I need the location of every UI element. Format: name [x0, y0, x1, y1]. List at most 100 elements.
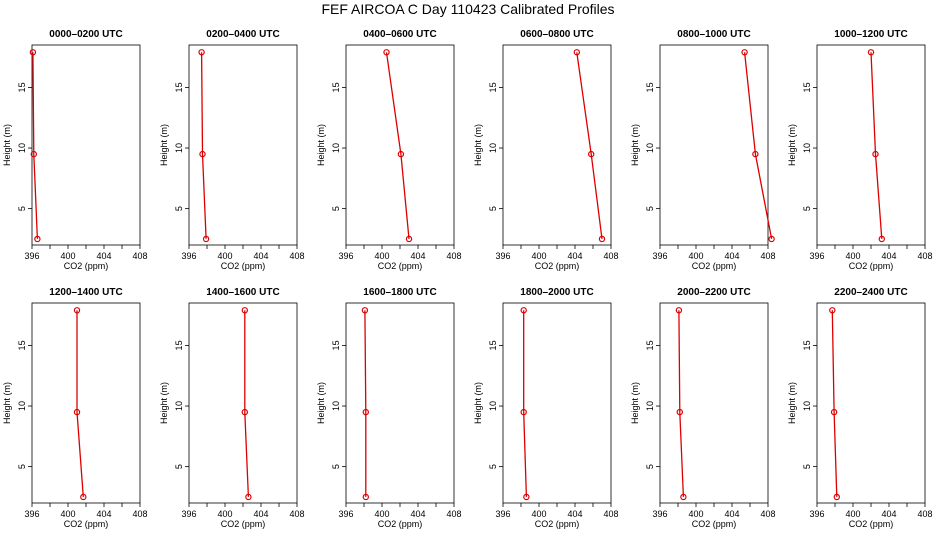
profile-line	[870, 52, 883, 239]
panel-title: 0000–0200 UTC	[49, 29, 122, 40]
profile-line	[523, 310, 528, 497]
x-tick-label: 396	[24, 251, 39, 261]
panel-title: 1400–1600 UTC	[206, 287, 279, 298]
x-tick-label: 396	[338, 251, 353, 261]
data-point	[872, 150, 879, 158]
plot-frame	[659, 44, 769, 246]
x-axis-label: CO2 (ppm)	[535, 519, 580, 529]
x-tick-label: 408	[603, 509, 618, 519]
x-tick-label: 408	[289, 251, 304, 261]
data-point	[198, 49, 205, 56]
x-tick-label: 408	[760, 251, 775, 261]
x-tick-label: 396	[495, 509, 510, 519]
panel-title: 1800–2000 UTC	[520, 287, 593, 298]
data-point	[34, 235, 41, 243]
y-axis-label: Height (m)	[2, 124, 12, 166]
x-axis-label: CO2 (ppm)	[221, 261, 266, 271]
y-tick-label: 10	[802, 143, 812, 153]
x-tick-label: 400	[60, 251, 75, 261]
data-point	[241, 408, 248, 416]
data-point	[245, 493, 252, 501]
x-tick-label: 396	[809, 251, 824, 261]
y-tick-label: 10	[331, 143, 341, 153]
plot-frame	[659, 302, 769, 504]
profile-line	[200, 52, 207, 239]
data-point	[830, 408, 838, 416]
plot-frame	[345, 302, 455, 504]
y-tick-label: 10	[331, 401, 341, 411]
x-tick-label: 400	[60, 509, 75, 519]
x-tick-label: 400	[374, 251, 389, 261]
panel-title: 0800–1000 UTC	[677, 29, 750, 40]
y-tick-label: 10	[17, 401, 27, 411]
x-tick-label: 400	[374, 509, 389, 519]
x-tick-label: 404	[567, 509, 582, 519]
y-tick-label: 15	[17, 340, 27, 350]
x-tick-label: 396	[24, 509, 39, 519]
data-point	[676, 408, 684, 416]
y-tick-label: 15	[802, 82, 812, 92]
y-tick-label: 5	[645, 206, 655, 211]
y-axis-label: Height (m)	[787, 382, 797, 424]
plot-frame	[31, 44, 141, 246]
x-axis-label: CO2 (ppm)	[64, 519, 109, 529]
x-axis-label: CO2 (ppm)	[849, 261, 894, 271]
profile-line	[32, 52, 39, 239]
x-tick-label: 404	[724, 509, 739, 519]
y-tick-label: 15	[645, 82, 655, 92]
y-tick-label: 5	[488, 206, 498, 211]
x-tick-label: 396	[338, 509, 353, 519]
y-tick-label: 5	[331, 464, 341, 469]
x-tick-label: 396	[495, 251, 510, 261]
x-tick-label: 408	[132, 509, 147, 519]
data-point	[680, 493, 687, 501]
profile-line	[76, 310, 84, 497]
x-tick-label: 408	[760, 509, 775, 519]
y-axis-label: Height (m)	[316, 382, 326, 424]
y-tick-label: 5	[488, 464, 498, 469]
y-tick-label: 15	[488, 340, 498, 350]
y-tick-label: 15	[174, 340, 184, 350]
panel-title: 0200–0400 UTC	[206, 29, 279, 40]
data-point	[199, 150, 206, 158]
data-point	[202, 235, 210, 243]
profile-line	[743, 52, 773, 240]
panel-7: 1200–1400 UTC 396 400 404 408 CO2 (ppm) 5 10 15 H…	[2, 287, 148, 529]
y-axis-label: Height (m)	[473, 382, 483, 424]
panel-8: 1400–1600 UTC 396 400 404 408 CO2 (ppm) 5 10 15 H…	[159, 287, 305, 529]
panel-2: 0200–0400 UTC 396 400 404 408 CO2 (ppm) 5 10 15 H…	[159, 29, 305, 271]
y-tick-label: 10	[645, 143, 655, 153]
y-axis-label: Height (m)	[630, 382, 640, 424]
y-tick-label: 5	[331, 206, 341, 211]
x-tick-label: 400	[688, 509, 703, 519]
x-axis-label: CO2 (ppm)	[378, 519, 423, 529]
y-tick-label: 5	[17, 206, 27, 211]
profile-line	[364, 310, 367, 497]
y-tick-label: 10	[174, 401, 184, 411]
data-point	[588, 150, 595, 158]
y-axis-label: Height (m)	[2, 382, 12, 424]
plot-frame	[188, 302, 298, 504]
plot-frame	[502, 302, 612, 504]
profile-line	[678, 310, 685, 497]
panel-title: 2000–2200 UTC	[677, 287, 750, 298]
y-tick-label: 5	[174, 464, 184, 469]
data-point	[573, 49, 581, 56]
x-tick-label: 404	[96, 251, 111, 261]
data-point	[397, 150, 405, 158]
x-tick-label: 400	[688, 251, 703, 261]
panel-10: 1800–2000 UTC 396 400 404 408 CO2 (ppm) 5 10 15 H…	[473, 287, 619, 529]
plot-frame	[31, 302, 141, 504]
data-point	[241, 307, 248, 314]
y-tick-label: 15	[331, 82, 341, 92]
y-tick-label: 10	[17, 143, 27, 153]
profile-line	[385, 52, 410, 239]
x-axis-label: CO2 (ppm)	[692, 261, 737, 271]
y-tick-label: 15	[802, 340, 812, 350]
y-tick-label: 5	[802, 464, 812, 469]
panel-title: 1600–1800 UTC	[363, 287, 436, 298]
x-axis-label: CO2 (ppm)	[64, 261, 109, 271]
x-axis-label: CO2 (ppm)	[535, 261, 580, 271]
x-tick-label: 408	[446, 509, 461, 519]
